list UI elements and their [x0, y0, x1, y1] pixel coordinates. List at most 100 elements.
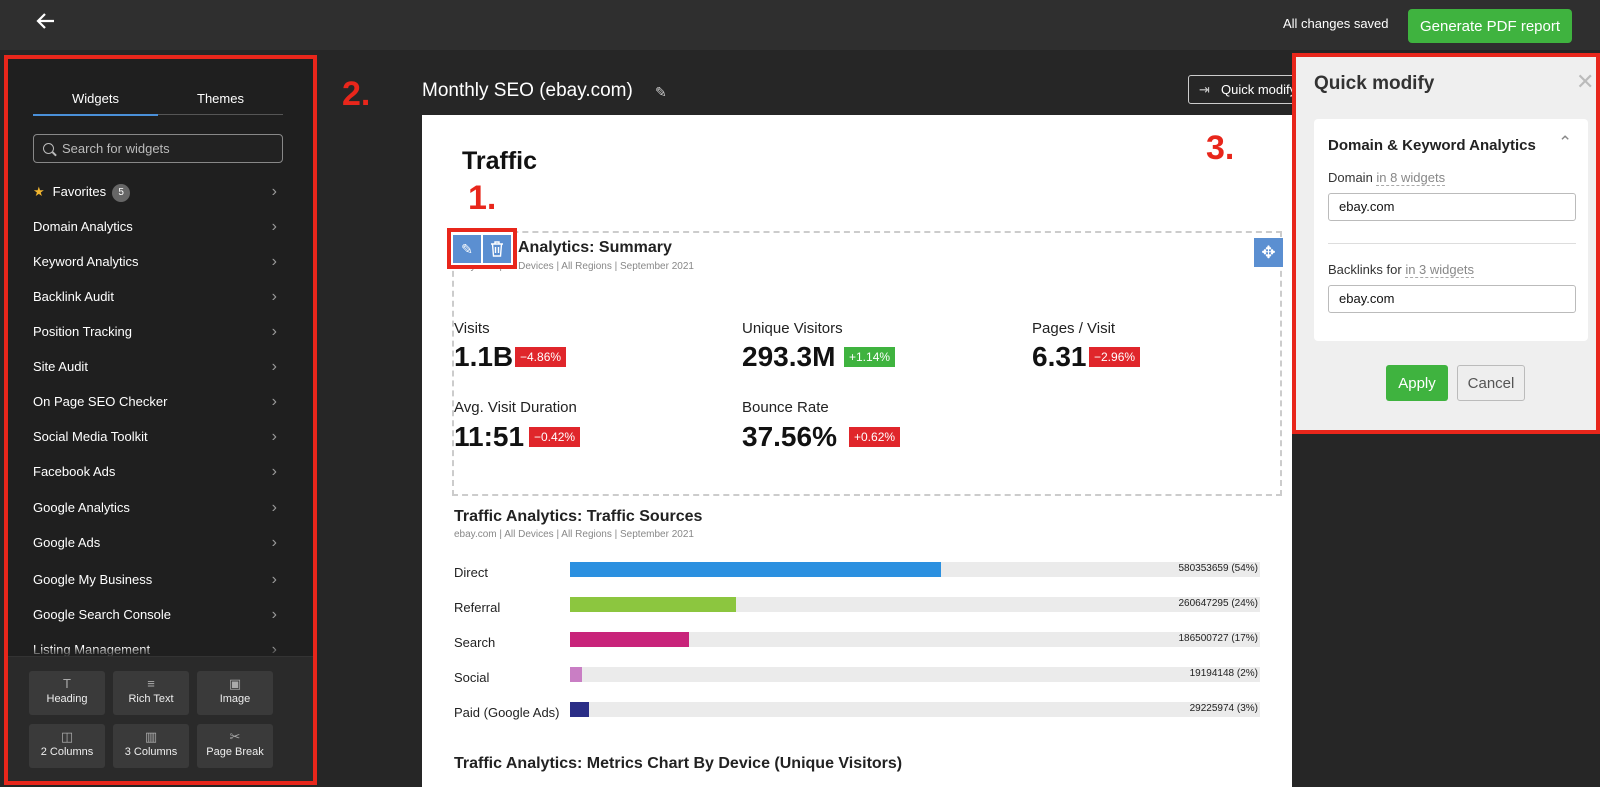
- menu-fade: [8, 647, 313, 657]
- save-status: All changes saved: [1283, 16, 1389, 31]
- sidebar-item-label: Google Search Console: [33, 607, 172, 622]
- text-lines-icon: ≡: [147, 676, 155, 691]
- report-title[interactable]: Monthly SEO (ebay.com): [422, 80, 633, 101]
- sidebar-item-google-search-console[interactable]: Google Search Console ›: [33, 601, 283, 629]
- metric-label-unique-visitors: Unique Visitors: [742, 320, 843, 337]
- next-widget-title: Traffic Analytics: Metrics Chart By Devi…: [454, 755, 903, 772]
- sidebar-item-site-audit[interactable]: Site Audit ›: [33, 353, 283, 381]
- sidebar-item-backlink-audit[interactable]: Backlink Audit ›: [33, 283, 283, 311]
- source-label: Paid (Google Ads): [454, 705, 560, 720]
- metric-delta-avg-visit-duration: −0.42%: [529, 427, 581, 447]
- domain-label: Domain in 8 widgets: [1328, 170, 1446, 186]
- generate-pdf-button[interactable]: Generate PDF report: [1408, 9, 1572, 43]
- metric-delta-visits: −4.86%: [515, 347, 567, 367]
- chevron-right-icon: ›: [271, 428, 277, 445]
- section-title: Domain & Keyword Analytics: [1328, 137, 1536, 154]
- source-value: 186500727 (17%): [1178, 633, 1258, 644]
- search-input[interactable]: Search for widgets: [33, 134, 283, 163]
- block-label: Image: [219, 693, 251, 705]
- favorites-count-badge: 5: [112, 183, 131, 202]
- source-bar-fill: [570, 597, 737, 612]
- metric-value-avg-visit-duration: 11:51: [454, 421, 525, 452]
- close-icon[interactable]: ✕: [1576, 69, 1595, 94]
- chevron-right-icon: ›: [271, 288, 277, 305]
- heading-block[interactable]: T Heading: [29, 671, 105, 715]
- sidebar-item-google-my-business[interactable]: Google My Business ›: [33, 566, 283, 594]
- block-label: Heading: [46, 693, 88, 705]
- source-label: Direct: [454, 565, 488, 580]
- summary-widget-title: Analytics: Summary: [518, 239, 672, 256]
- summary-widget-selection[interactable]: [452, 231, 1282, 496]
- step-label-2: 2.: [342, 75, 371, 113]
- domain-label-text: Domain: [1328, 170, 1373, 185]
- source-label: Referral: [454, 600, 501, 615]
- sidebar-item-favorites[interactable]: ★ Favorites 5 ›: [33, 178, 283, 206]
- chevron-right-icon: ›: [271, 253, 277, 270]
- sources-widget-title: Traffic Analytics: Traffic Sources: [454, 508, 703, 525]
- image-block[interactable]: ▣ Image: [197, 671, 273, 715]
- sidebar-item-position-tracking[interactable]: Position Tracking ›: [33, 318, 283, 346]
- chevron-up-icon[interactable]: ⌃: [1558, 133, 1573, 152]
- pencil-icon[interactable]: ✎: [655, 84, 667, 100]
- domain-keyword-section: Domain & Keyword Analytics ⌃ Domain in 8…: [1314, 119, 1588, 341]
- domain-widgets-link[interactable]: in 8 widgets: [1376, 170, 1446, 186]
- sidebar-item-on-page-seo-checker[interactable]: On Page SEO Checker ›: [33, 388, 283, 416]
- block-label: 2 Columns: [40, 746, 94, 758]
- sidebar-item-label: Position Tracking: [33, 324, 132, 339]
- source-label: Search: [454, 635, 496, 650]
- chevron-right-icon: ›: [271, 534, 277, 551]
- rich-text-block[interactable]: ≡ Rich Text: [113, 671, 189, 715]
- delete-widget-button[interactable]: [483, 235, 511, 263]
- backlinks-label: Backlinks for in 3 widgets: [1328, 262, 1474, 278]
- three-columns-icon: ▥: [144, 729, 158, 744]
- sidebar-item-facebook-ads[interactable]: Facebook Ads ›: [33, 458, 283, 486]
- sidebar-item-label: Domain Analytics: [33, 219, 133, 234]
- heading-icon: T: [63, 676, 71, 691]
- metric-value-bounce-rate: 37.56%: [742, 421, 837, 452]
- page-break-block[interactable]: ✂ Page Break: [197, 724, 273, 768]
- domain-input[interactable]: ebay.com: [1328, 193, 1576, 221]
- block-label: Page Break: [206, 746, 264, 758]
- chevron-right-icon: ›: [271, 323, 277, 340]
- block-label: 3 Columns: [124, 746, 178, 758]
- edit-widget-button[interactable]: ✎: [453, 235, 481, 263]
- sidebar-item-google-analytics[interactable]: Google Analytics ›: [33, 494, 283, 522]
- chevron-right-icon: ›: [271, 463, 277, 480]
- quick-modify-button[interactable]: ⇥ Quick modify: [1188, 75, 1298, 104]
- source-bar-track: 580353659 (54%): [570, 562, 1260, 577]
- sidebar-item-label: Backlink Audit: [33, 289, 114, 304]
- chevron-right-icon: ›: [271, 358, 277, 375]
- apply-button[interactable]: Apply: [1386, 365, 1448, 401]
- backlinks-widgets-link[interactable]: in 3 widgets: [1405, 262, 1474, 278]
- search-icon: [43, 143, 54, 154]
- chevron-right-icon: ›: [271, 606, 277, 623]
- tab-themes[interactable]: Themes: [197, 91, 244, 106]
- chevron-right-icon: ›: [271, 571, 277, 588]
- sidebar-item-google-ads[interactable]: Google Ads ›: [33, 529, 283, 557]
- tab-widgets[interactable]: Widgets: [33, 91, 158, 116]
- two-columns-block[interactable]: ◫ 2 Columns: [29, 724, 105, 768]
- source-bar-fill: [570, 667, 583, 682]
- move-widget-icon[interactable]: ✥: [1254, 238, 1283, 267]
- metric-delta-pages-per-visit: −2.96%: [1089, 347, 1141, 367]
- sidebar-item-label: Google My Business: [33, 572, 153, 587]
- source-value: 19194148 (2%): [1189, 668, 1258, 679]
- two-columns-icon: ◫: [60, 729, 74, 744]
- sidebar-item-social-media-toolkit[interactable]: Social Media Toolkit ›: [33, 423, 283, 451]
- three-columns-block[interactable]: ▥ 3 Columns: [113, 724, 189, 768]
- panel-open-icon: ⇥: [1199, 82, 1210, 97]
- arrow-left-icon[interactable]: [36, 11, 62, 37]
- source-value: 580353659 (54%): [1178, 563, 1258, 574]
- divider: [1328, 243, 1576, 244]
- cancel-button[interactable]: Cancel: [1457, 365, 1525, 401]
- quick-modify-label: Quick modify: [1221, 82, 1297, 97]
- sidebar-tabs: Widgets Themes: [33, 85, 283, 116]
- sidebar-item-domain-analytics[interactable]: Domain Analytics ›: [33, 213, 283, 241]
- block-palette: T Heading ≡ Rich Text ▣ Image ◫ 2 Columns ▥ 3…: [8, 656, 313, 781]
- trash-icon: [491, 241, 503, 257]
- sidebar-item-keyword-analytics[interactable]: Keyword Analytics ›: [33, 248, 283, 276]
- backlinks-input[interactable]: ebay.com: [1328, 285, 1576, 313]
- backlinks-label-text: Backlinks for: [1328, 262, 1402, 277]
- sidebar-item-label: Site Audit: [33, 359, 88, 374]
- widgets-sidebar: Widgets Themes Search for widgets ★ Favor…: [4, 55, 317, 785]
